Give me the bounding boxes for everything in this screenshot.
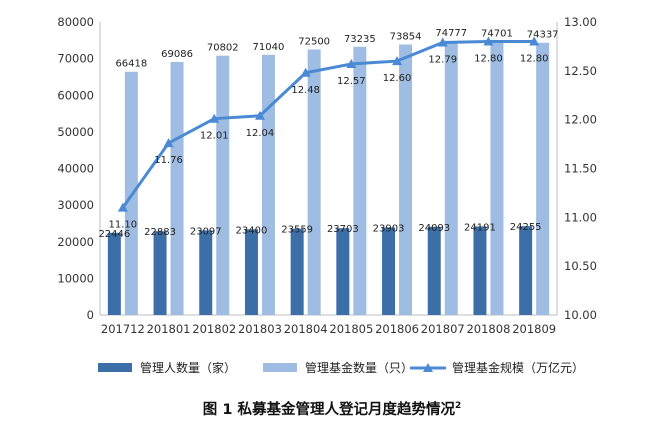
bar-manager-count: [336, 228, 350, 315]
data-label-manager-count: 22446: [98, 229, 130, 240]
bar-fund-count: [307, 49, 321, 315]
legend-label-fund-count: 管理基金数量（只）: [305, 360, 413, 375]
bar-manager-count: [244, 229, 258, 315]
bar-fund-count: [216, 55, 230, 315]
legend-swatch-fund-count: [263, 363, 297, 372]
legend-label-manager-count: 管理人数量（家）: [140, 360, 236, 375]
line-marker-triangle: [392, 56, 403, 66]
data-label-manager-count: 24191: [464, 222, 496, 233]
x-tick-label: 201802: [192, 322, 236, 336]
data-label-fund-count: 71040: [253, 42, 285, 53]
data-label-fund-scale: 12.48: [291, 85, 320, 96]
data-label-fund-scale: 11.76: [154, 155, 183, 166]
bar-fund-count: [536, 42, 550, 316]
data-label-manager-count: 23703: [327, 224, 359, 235]
bar-manager-count: [382, 227, 396, 315]
data-label-fund-count: 72500: [298, 36, 330, 47]
x-tick-label: 201808: [466, 322, 510, 336]
data-label-fund-scale: 12.04: [246, 128, 275, 139]
x-tick-label: 201803: [238, 322, 282, 336]
data-label-manager-count: 23903: [373, 223, 405, 234]
bar-fund-count: [261, 54, 275, 315]
line-marker-triangle: [300, 67, 311, 77]
y-right-tick-label: 11.00: [564, 210, 597, 224]
data-label-manager-count: 22883: [144, 227, 176, 238]
bar-manager-count: [107, 232, 121, 315]
y-left-tick-label: 10000: [57, 271, 94, 285]
legend-swatch-manager-count: [98, 363, 132, 372]
y-left-tick-label: 20000: [57, 235, 94, 249]
line-marker-triangle: [117, 202, 128, 212]
x-tick-label: 201807: [421, 322, 465, 336]
bar-manager-count: [427, 226, 441, 315]
data-label-fund-scale: 12.80: [520, 54, 549, 65]
x-tick-label: 201809: [512, 322, 556, 336]
data-label-fund-count: 66418: [115, 59, 147, 70]
data-label-fund-scale: 12.79: [428, 55, 457, 66]
line-marker-triangle: [437, 37, 448, 47]
data-label-manager-count: 23097: [190, 226, 222, 237]
y-left-tick-label: 80000: [57, 15, 94, 29]
data-label-fund-scale: 12.57: [337, 76, 366, 87]
bar-manager-count: [153, 231, 167, 315]
data-label-fund-count: 74777: [435, 28, 467, 39]
data-label-fund-scale: 11.10: [109, 220, 138, 231]
line-marker-triangle: [346, 58, 357, 68]
y-right-tick-label: 10.50: [564, 259, 597, 273]
data-label-manager-count: 23559: [281, 225, 313, 236]
x-tick-label: 201806: [375, 322, 419, 336]
line-marker-triangle: [163, 138, 174, 148]
y-left-tick-label: 70000: [57, 52, 94, 66]
x-tick-label: 201801: [147, 322, 191, 336]
bar-fund-count: [444, 41, 458, 315]
data-label-fund-scale: 12.01: [200, 131, 229, 142]
y-left-tick-label: 40000: [57, 162, 94, 176]
y-right-tick-label: 12.00: [564, 113, 597, 127]
y-right-tick-label: 10.00: [564, 308, 597, 322]
data-label-manager-count: 23400: [236, 225, 268, 236]
y-left-tick-label: 0: [87, 308, 94, 322]
x-tick-label: 201712: [101, 322, 145, 336]
line-marker-triangle: [209, 113, 220, 123]
bar-fund-count: [170, 61, 184, 315]
data-label-fund-count: 69086: [161, 49, 193, 60]
bar-manager-count: [519, 226, 533, 315]
legend-marker-fund-scale: [423, 363, 433, 372]
bar-fund-count: [353, 46, 367, 315]
bar-manager-count: [199, 230, 213, 315]
data-label-fund-count: 74337: [527, 30, 559, 41]
line-marker-triangle: [483, 36, 494, 46]
data-label-manager-count: 24255: [510, 222, 542, 233]
bar-manager-count: [473, 226, 487, 315]
line-marker-triangle: [529, 36, 540, 46]
data-label-fund-count: 73235: [344, 34, 376, 45]
y-right-tick-label: 13.00: [564, 15, 597, 29]
data-label-fund-count: 74701: [481, 28, 513, 39]
x-tick-label: 201805: [329, 322, 373, 336]
data-label-manager-count: 24093: [418, 223, 450, 234]
data-label-fund-scale: 12.80: [474, 54, 503, 65]
figure-caption: 图 1 私募基金管理人登记月度趋势情况2: [203, 400, 461, 418]
bar-fund-count: [399, 44, 413, 315]
line-marker-triangle: [254, 110, 265, 120]
y-right-tick-label: 12.50: [564, 64, 597, 78]
legend-label-fund-scale: 管理基金规模（万亿元）: [452, 360, 584, 375]
y-left-tick-label: 30000: [57, 198, 94, 212]
figure-caption-footnote-mark: 2: [455, 401, 461, 411]
y-right-tick-label: 11.50: [564, 162, 597, 176]
line-fund-scale: [121, 40, 535, 209]
data-label-fund-count: 70802: [207, 43, 239, 54]
bar-manager-count: [290, 228, 304, 315]
data-label-fund-scale: 12.60: [383, 73, 412, 84]
data-label-fund-count: 73854: [390, 32, 422, 43]
y-left-tick-label: 60000: [57, 88, 94, 102]
bar-fund-count: [490, 41, 504, 315]
x-tick-label: 201804: [284, 322, 328, 336]
y-left-tick-label: 50000: [57, 125, 94, 139]
